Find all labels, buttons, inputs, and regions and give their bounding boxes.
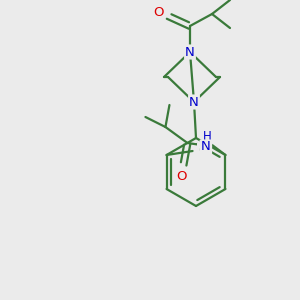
Text: N: N — [201, 140, 210, 154]
Text: N: N — [189, 95, 199, 109]
Text: H: H — [203, 130, 212, 143]
Text: Cl: Cl — [198, 143, 211, 157]
Text: O: O — [154, 5, 164, 19]
Text: O: O — [176, 169, 187, 182]
Text: N: N — [185, 46, 195, 59]
